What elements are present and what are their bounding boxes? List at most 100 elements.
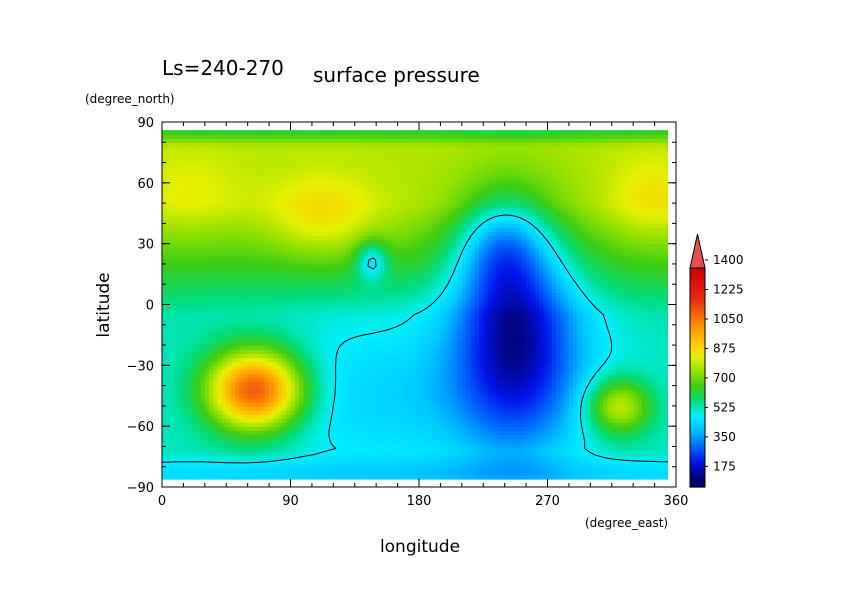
- heatmap-cell: [397, 373, 403, 379]
- heatmap-cell: [367, 462, 373, 468]
- heatmap-cell: [474, 328, 480, 334]
- heatmap-cell: [431, 369, 437, 375]
- heatmap-cell: [431, 336, 437, 342]
- heatmap-cell: [401, 353, 407, 358]
- heatmap-cell: [397, 422, 403, 427]
- heatmap-cell: [277, 409, 283, 415]
- heatmap-cell: [633, 442, 639, 448]
- heatmap-cell: [543, 336, 549, 342]
- heatmap-cell: [474, 389, 480, 395]
- heatmap-cell: [581, 414, 587, 419]
- heatmap-cell: [543, 353, 549, 358]
- heatmap-cell: [628, 401, 634, 407]
- heatmap-cell: [483, 320, 489, 326]
- heatmap-cell: [543, 422, 549, 427]
- heatmap-cell: [251, 349, 257, 354]
- heatmap-cell: [448, 426, 454, 431]
- heatmap-cell: [500, 466, 506, 472]
- heatmap-cell: [457, 312, 463, 318]
- heatmap-cell: [337, 446, 343, 452]
- heatmap-cell: [526, 426, 532, 431]
- heatmap-cell: [598, 422, 604, 427]
- heatmap-cell: [264, 332, 270, 338]
- heatmap-cell: [547, 328, 553, 334]
- heatmap-cell: [470, 418, 476, 423]
- heatmap-cell: [573, 316, 579, 322]
- heatmap-cell: [333, 312, 339, 318]
- heatmap-cell: [324, 349, 330, 354]
- heatmap-cell: [316, 401, 322, 407]
- heatmap-cell: [581, 316, 587, 322]
- heatmap-cell: [200, 393, 206, 399]
- heatmap-cell: [427, 377, 433, 383]
- heatmap-cell: [346, 357, 352, 362]
- heatmap-cell: [598, 393, 604, 399]
- heatmap-cell: [196, 312, 202, 318]
- heatmap-cell: [414, 385, 420, 391]
- heatmap-cell: [590, 361, 596, 367]
- heatmap-cell: [380, 434, 386, 440]
- heatmap-cell: [496, 385, 502, 391]
- heatmap-cell: [286, 446, 292, 452]
- heatmap-cell: [487, 316, 493, 322]
- heatmap-cell: [581, 446, 587, 452]
- heatmap-cell: [286, 466, 292, 472]
- heatmap-cell: [538, 357, 544, 362]
- heatmap-cell: [359, 377, 365, 383]
- heatmap-cell: [431, 434, 437, 440]
- heatmap-cell: [423, 422, 429, 427]
- heatmap-cell: [226, 442, 232, 448]
- heatmap-cell: [221, 409, 227, 415]
- heatmap-cell: [470, 316, 476, 322]
- heatmap-cell: [487, 470, 493, 476]
- heatmap-cell: [367, 361, 373, 367]
- heatmap-cell: [628, 422, 634, 427]
- heatmap-cell: [316, 397, 322, 403]
- heatmap-cell: [581, 308, 587, 314]
- heatmap-cell: [320, 328, 326, 334]
- heatmap-cell: [594, 466, 600, 472]
- heatmap-cell: [273, 418, 279, 423]
- heatmap-cell: [637, 442, 643, 448]
- heatmap-cell: [217, 332, 223, 338]
- heatmap-cell: [654, 446, 660, 452]
- heatmap-cell: [191, 341, 197, 346]
- heatmap-cell: [603, 401, 609, 407]
- heatmap-cell: [667, 316, 668, 322]
- heatmap-cell: [436, 397, 442, 403]
- heatmap-cell: [513, 324, 519, 330]
- heatmap-cell: [453, 357, 459, 362]
- heatmap-cell: [633, 332, 639, 338]
- heatmap-cell: [247, 430, 253, 435]
- heatmap-cell: [414, 312, 420, 318]
- heatmap-cell: [209, 409, 215, 415]
- heatmap-cell: [650, 397, 656, 403]
- heatmap-cell: [436, 381, 442, 387]
- heatmap-cell: [637, 430, 643, 435]
- heatmap-cell: [247, 458, 253, 464]
- heatmap-cell: [264, 409, 270, 415]
- heatmap-cell: [440, 409, 446, 415]
- heatmap-cell: [508, 458, 514, 464]
- heatmap-cell: [577, 474, 583, 480]
- heatmap-cell: [307, 393, 313, 399]
- heatmap-cell: [461, 324, 467, 330]
- heatmap-cell: [187, 462, 193, 468]
- heatmap-cell: [457, 389, 463, 395]
- heatmap-cell: [414, 377, 420, 383]
- heatmap-cell: [491, 345, 497, 350]
- heatmap-cell: [397, 369, 403, 375]
- heatmap-cell: [174, 409, 180, 415]
- heatmap-cell: [260, 365, 266, 371]
- heatmap-cell: [491, 336, 497, 342]
- heatmap-cell: [581, 430, 587, 435]
- heatmap-cell: [637, 397, 643, 403]
- heatmap-cell: [371, 312, 377, 318]
- heatmap-cell: [500, 418, 506, 423]
- heatmap-cell: [453, 385, 459, 391]
- heatmap-cell: [577, 418, 583, 423]
- heatmap-cell: [534, 466, 540, 472]
- heatmap-cell: [637, 361, 643, 367]
- heatmap-cell: [354, 316, 360, 322]
- heatmap-cell: [221, 385, 227, 391]
